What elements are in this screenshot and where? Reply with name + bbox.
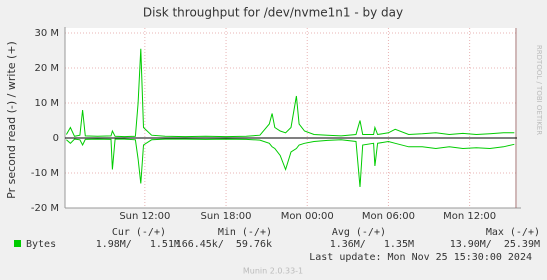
summary-cell: 166.45k/ 59.76k (176, 239, 272, 250)
legend-swatch (14, 240, 21, 247)
x-tick-label: Mon 06:00 (362, 211, 415, 222)
x-tick-label: Sun 12:00 (119, 211, 170, 222)
y-tick-label: 0 (53, 133, 59, 144)
last-update: Last update: Mon Nov 25 15:30:00 2024 (309, 252, 532, 263)
y-tick-label: 20 M (34, 63, 59, 74)
footer: Munin 2.0.33-1 (243, 267, 303, 276)
y-tick-label: 30 M (34, 28, 59, 39)
x-tick-label: Mon 12:00 (443, 211, 496, 222)
summary-cell: 1.36M/ 1.35M (330, 239, 414, 250)
summary-cell: 1.98M/ 1.51M (96, 239, 180, 250)
plot-area (65, 28, 517, 208)
y-axis-label: Pr second read (-) / write (+) (5, 41, 18, 199)
data-line (65, 48, 515, 138)
legend-label: Bytes (26, 239, 56, 250)
x-tick-label: Mon 00:00 (281, 211, 334, 222)
summary-header: Min (-/+) (218, 227, 272, 238)
summary-header: Max (-/+) (486, 227, 540, 238)
summary-header: Cur (-/+) (112, 227, 166, 238)
x-tick-label: Sun 18:00 (201, 211, 252, 222)
y-tick-label: 10 M (34, 98, 59, 109)
chart-title: Disk throughput for /dev/nvme1n1 - by da… (143, 6, 403, 20)
summary-cell: 13.90M/ 25.39M (450, 239, 540, 250)
y-tick-label: -10 M (31, 168, 59, 179)
summary-header: Avg (-/+) (332, 227, 386, 238)
y-tick-label: -20 M (31, 203, 59, 214)
side-label: RRDTOOL / TOBI OETIKER (535, 45, 543, 135)
data-line (66, 138, 515, 188)
